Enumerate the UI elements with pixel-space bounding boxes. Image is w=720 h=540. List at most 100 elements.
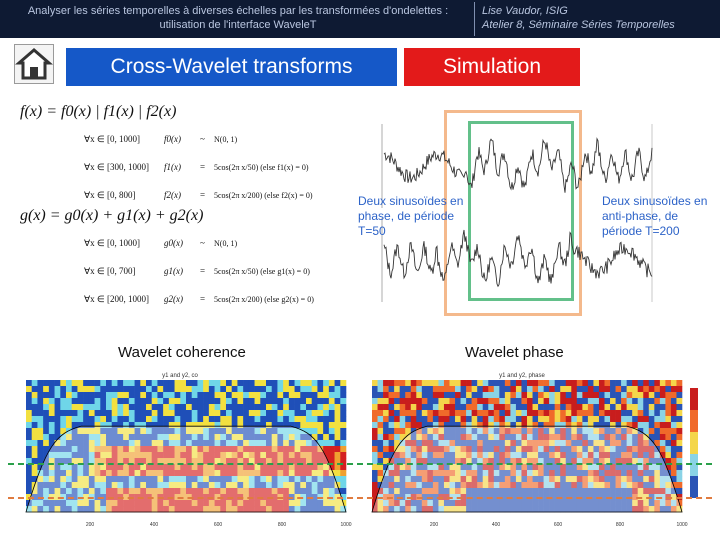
heatmap-cell [549,464,555,471]
heatmap-cell [621,476,627,483]
heatmap-cell [117,410,124,417]
heatmap-cell [140,410,147,417]
heatmap-cell [643,482,650,489]
heatmap-cell [243,392,250,399]
heatmap-cell [643,416,650,423]
heatmap-cell [482,398,489,405]
heatmap-cell [637,458,644,465]
heatmap-cell [71,470,78,477]
heatmap-cell [499,380,506,387]
heatmap-cell [168,392,175,399]
heatmap-cell [504,464,511,471]
formula-expression: N(0, 1) [214,135,237,144]
heatmap-cell [294,500,301,507]
heatmap-cell [31,386,38,393]
heatmap-cell [587,416,594,423]
heatmap-cell [271,482,278,489]
heatmap-cell [565,458,572,465]
formula-operator: ~ [200,238,205,248]
heatmap-cell [117,506,124,513]
heatmap-cell [237,482,244,489]
heatmap-cell [283,440,290,447]
heatmap-cell [432,482,439,489]
heatmap-cell [416,506,423,513]
heatmap-cell [621,482,627,489]
heatmap-cell [191,452,198,459]
cross-wavelet-tab[interactable]: Cross-Wavelet transforms [66,48,397,86]
heatmap-cell [111,422,118,429]
heatmap-cell [146,506,153,513]
heatmap-cell [94,404,101,411]
heatmap-cell [277,470,284,477]
heatmap-cell [174,446,181,453]
heatmap-cell [377,428,384,435]
home-button[interactable] [14,44,54,84]
simulation-tab[interactable]: Simulation [404,48,580,86]
heatmap-cell [443,380,450,387]
heatmap-cell [220,434,227,441]
heatmap-cell [549,380,555,387]
heatmap-cell [676,446,683,453]
heatmap-cell [654,452,661,459]
heatmap-cell [31,476,38,483]
heatmap-cell [134,392,141,399]
heatmap-cell [88,410,95,417]
heatmap-cell [571,482,578,489]
heatmap-cell [466,410,472,417]
heatmap-cell [100,428,107,435]
heatmap-cell [598,488,605,495]
heatmap-cell [554,410,561,417]
heatmap-cell [243,500,250,507]
heatmap-cell [637,422,644,429]
heatmap-cell [77,386,84,393]
heatmap-cell [220,422,227,429]
heatmap-cell [449,482,456,489]
heatmap-cell [128,434,135,441]
heatmap-cell [399,410,406,417]
heatmap-cell [83,428,90,435]
heatmap-cell [186,476,193,483]
cone-of-influence [25,425,347,513]
heatmap-cell [504,428,511,435]
heatmap-cell [186,488,193,495]
heatmap-cell [626,434,633,441]
heatmap-cell [482,488,489,495]
heatmap-cell [323,422,330,429]
heatmap-cell [637,380,644,387]
heatmap-cell [106,380,113,387]
heatmap-cell [394,458,400,465]
heatmap-cell [271,386,278,393]
heatmap-cell [560,452,567,459]
heatmap-cell [532,446,539,453]
heatmap-cell [71,500,78,507]
heatmap-cell [271,452,278,459]
heatmap-cell [587,410,594,417]
heatmap-cell [271,380,278,387]
heatmap-cell [271,398,278,405]
heatmap-cell [377,452,384,459]
heatmap-cell [214,446,221,453]
heatmap-cell [248,410,255,417]
heatmap-cell [388,440,395,447]
heatmap-cell [388,476,395,483]
heatmap-cell [466,452,472,459]
heatmap-cell [571,488,578,495]
heatmap-cell [654,410,661,417]
heatmap-cell [311,488,318,495]
heatmap-cell [432,380,439,387]
heatmap-cell [460,428,467,435]
heatmap-cell [399,452,406,459]
heatmap-cell [659,398,666,405]
heatmap-cell [31,470,38,477]
heatmap-cell [243,428,250,435]
heatmap-cell [94,398,101,405]
heatmap-cell [532,380,539,387]
heatmap-cell [648,452,655,459]
heatmap-cell [48,476,55,483]
heatmap-cell [157,458,164,465]
heatmap-cell [377,476,384,483]
heatmap-cell [106,434,113,441]
heatmap-cell [266,470,273,477]
heatmap-cell [151,464,158,471]
heatmap-cell [128,440,135,447]
